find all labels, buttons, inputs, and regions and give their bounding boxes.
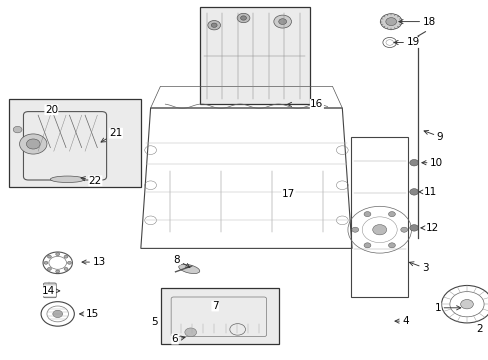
Text: 17: 17 <box>281 189 295 199</box>
Circle shape <box>363 243 370 248</box>
Circle shape <box>460 300 472 309</box>
Circle shape <box>64 255 68 258</box>
Text: 4: 4 <box>394 316 408 326</box>
Text: 3: 3 <box>408 262 428 273</box>
Circle shape <box>26 139 40 149</box>
Text: 10: 10 <box>421 158 442 168</box>
Circle shape <box>47 255 51 258</box>
Circle shape <box>184 328 196 337</box>
Text: 8: 8 <box>173 255 189 267</box>
Text: 15: 15 <box>80 309 100 319</box>
Circle shape <box>388 212 395 217</box>
Circle shape <box>56 253 60 256</box>
Text: 14: 14 <box>42 286 60 296</box>
Circle shape <box>53 310 62 318</box>
Text: 7: 7 <box>211 301 218 311</box>
Circle shape <box>409 225 418 231</box>
Circle shape <box>372 225 386 235</box>
Circle shape <box>273 15 291 28</box>
Text: 16: 16 <box>287 99 323 109</box>
Ellipse shape <box>179 264 199 274</box>
Circle shape <box>400 227 407 232</box>
Circle shape <box>388 243 395 248</box>
Circle shape <box>351 227 358 232</box>
Text: 11: 11 <box>418 187 436 197</box>
Text: 12: 12 <box>420 223 439 233</box>
Text: 19: 19 <box>393 37 419 48</box>
Circle shape <box>211 23 217 27</box>
Text: 21: 21 <box>101 128 122 142</box>
FancyBboxPatch shape <box>161 288 278 344</box>
Text: 6: 6 <box>171 334 184 344</box>
Text: 18: 18 <box>398 17 435 27</box>
Circle shape <box>44 261 48 264</box>
Circle shape <box>20 134 47 154</box>
Circle shape <box>363 212 370 217</box>
Text: 1: 1 <box>433 303 460 313</box>
FancyBboxPatch shape <box>199 7 309 104</box>
Text: 13: 13 <box>82 257 106 267</box>
Circle shape <box>278 19 286 24</box>
Circle shape <box>409 189 418 195</box>
Circle shape <box>385 18 396 26</box>
Text: 22: 22 <box>81 176 102 186</box>
Circle shape <box>67 261 71 264</box>
Text: 9: 9 <box>423 130 443 142</box>
Text: 2: 2 <box>475 324 482 334</box>
Text: 20: 20 <box>45 105 58 115</box>
Circle shape <box>380 14 401 30</box>
Circle shape <box>207 21 220 30</box>
Circle shape <box>56 270 60 273</box>
Circle shape <box>13 126 22 133</box>
Text: 5: 5 <box>150 317 157 327</box>
Circle shape <box>409 159 418 166</box>
FancyBboxPatch shape <box>43 283 56 298</box>
Circle shape <box>240 16 246 20</box>
Circle shape <box>237 13 249 23</box>
Circle shape <box>64 267 68 270</box>
Circle shape <box>47 267 51 270</box>
Ellipse shape <box>50 176 84 183</box>
FancyBboxPatch shape <box>9 99 141 187</box>
